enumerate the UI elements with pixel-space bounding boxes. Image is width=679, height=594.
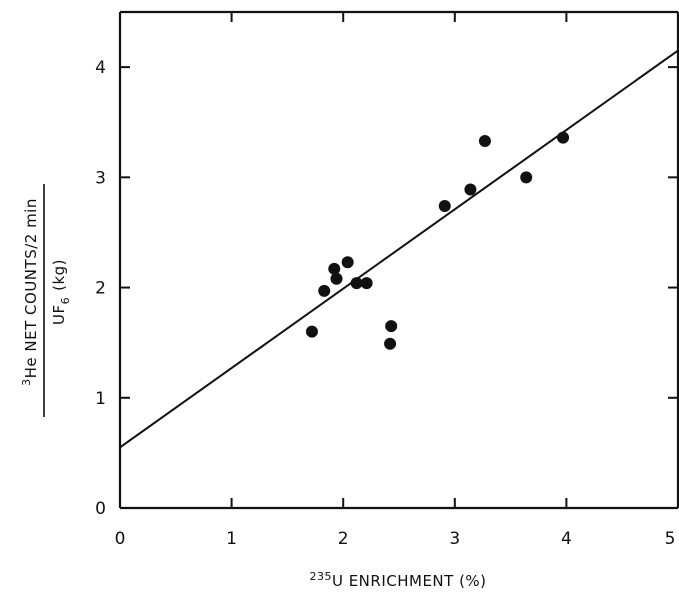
y-axis-label: 3He NET COUNTS/2 min UF6(kg) [20,184,72,417]
x-tick-label: 5 [665,529,676,549]
x-tick-label: 2 [338,529,349,549]
data-point [328,262,341,275]
plot-frame [118,10,679,510]
x-tick-label: 3 [449,529,460,549]
y-tick-label: 2 [95,279,106,299]
data-point [438,199,451,212]
data-point [464,183,477,196]
y-tick-label: 3 [95,168,106,188]
data-point [318,284,331,297]
data-point [557,131,570,144]
y-axis-ticks: 0 1 2 3 4 [95,58,678,519]
data-point [385,320,398,333]
fit-line-layer [119,49,679,449]
y-tick-label: 1 [95,389,106,409]
x-tick-label: 1 [226,529,237,549]
x-axis-ticks: 0 1 2 3 4 5 [115,12,679,549]
fit-line [119,49,679,449]
y-axis-label-denominator: UF6(kg) [50,259,72,325]
x-tick-label: 4 [561,529,572,549]
y-tick-label: 4 [95,58,106,78]
x-axis-label: 235U ENRICHMENT (%) [309,570,486,590]
y-axis-label-numerator: 3He NET COUNTS/2 min [20,198,40,386]
data-point [384,337,397,350]
data-point [520,171,533,184]
x-tick-label: 0 [115,529,126,549]
data-point [478,134,491,147]
data-point [330,272,343,285]
data-points [305,131,570,350]
data-point [350,277,363,290]
data-point [341,256,354,269]
data-point [360,277,373,290]
data-point [305,325,318,338]
y-tick-label: 0 [95,499,106,519]
